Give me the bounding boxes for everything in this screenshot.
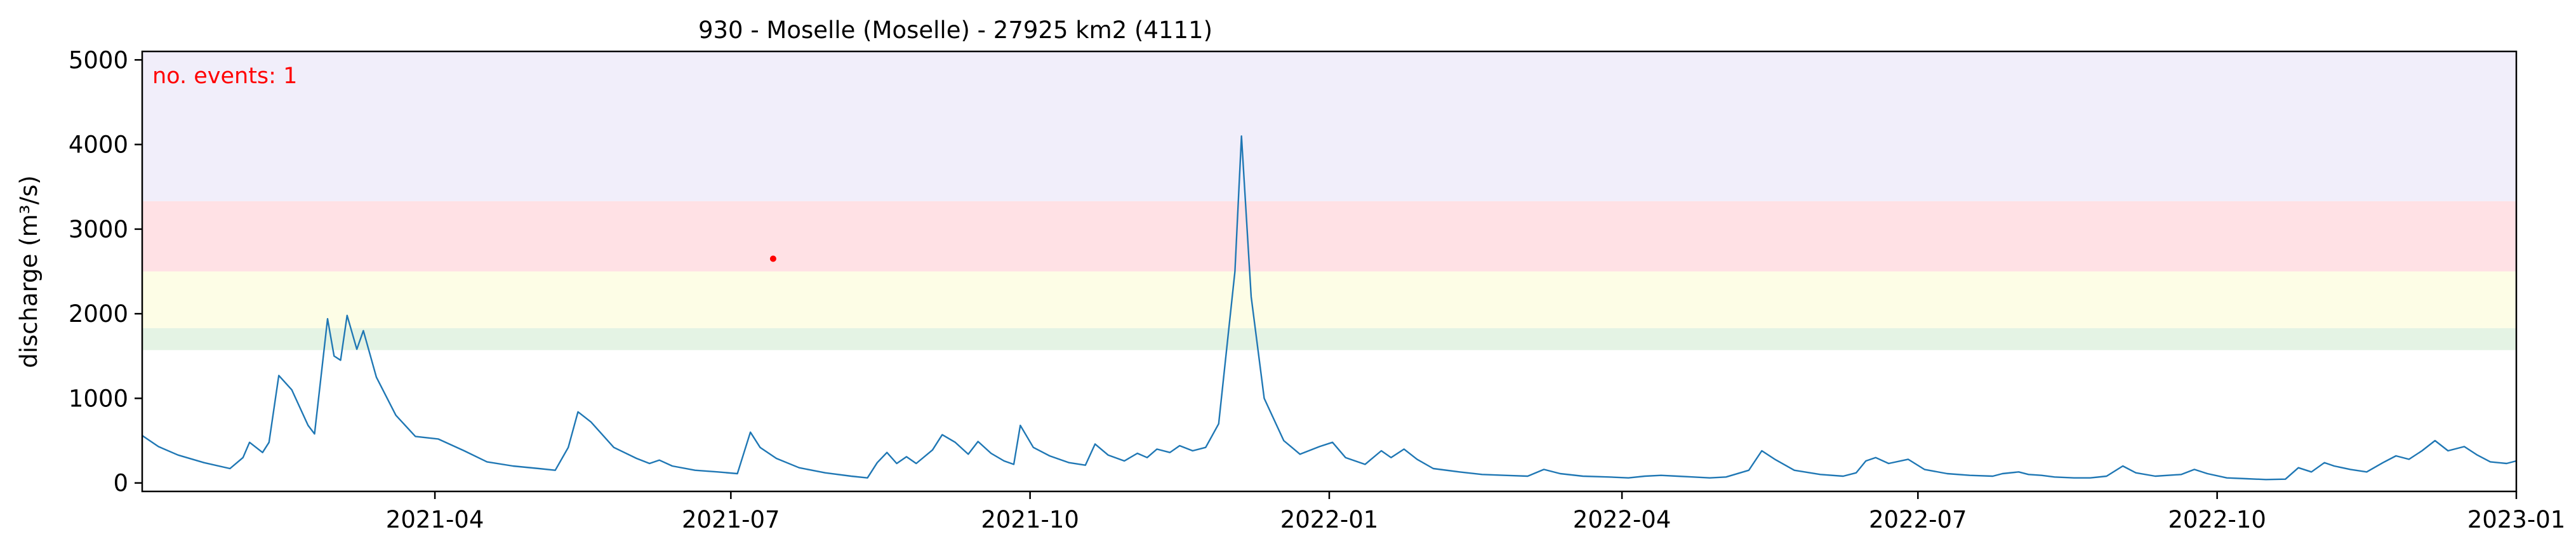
x-tick-label-3: 2022-01 bbox=[1280, 506, 1379, 533]
x-tick-label-7: 2023-01 bbox=[2467, 506, 2566, 533]
x-tick-label-6: 2022-10 bbox=[2168, 506, 2266, 533]
x-tick-label-1: 2021-07 bbox=[682, 506, 780, 533]
chart-title: 930 - Moselle (Moselle) - 27925 km2 (411… bbox=[698, 17, 1212, 44]
y-tick-label-0: 0 bbox=[113, 470, 128, 497]
series-line-0 bbox=[142, 135, 2517, 481]
x-tick-label-0: 2021-04 bbox=[386, 506, 484, 533]
events-annotation: no. events: 1 bbox=[152, 63, 297, 89]
y-tick-label-3: 3000 bbox=[69, 216, 128, 243]
x-tick-label-4: 2022-04 bbox=[1573, 506, 1671, 533]
threshold-band-3 bbox=[142, 51, 2516, 201]
x-axis: 2021-04 2021-07 2021-10 2022-01 2022-04 2022-… bbox=[386, 491, 2566, 533]
events-layer bbox=[769, 255, 776, 262]
threshold-bands bbox=[142, 51, 2516, 350]
y-tick-label-5: 5000 bbox=[69, 46, 128, 74]
threshold-band-1 bbox=[142, 271, 2516, 328]
y-tick-label-1: 1000 bbox=[69, 385, 128, 412]
x-tick-label-5: 2022-07 bbox=[1869, 506, 1967, 533]
y-axis-label: discharge (m³/s) bbox=[15, 175, 43, 368]
threshold-band-2 bbox=[142, 201, 2516, 272]
y-tick-label-2: 2000 bbox=[69, 300, 128, 328]
series-layer bbox=[142, 135, 2517, 481]
x-tick-label-2: 2021-10 bbox=[981, 506, 1079, 533]
y-axis: 0 1000 2000 3000 4000 5000 bbox=[69, 46, 142, 497]
threshold-band-0 bbox=[142, 328, 2516, 350]
y-tick-label-4: 4000 bbox=[69, 131, 128, 159]
event-marker-0 bbox=[769, 255, 776, 262]
